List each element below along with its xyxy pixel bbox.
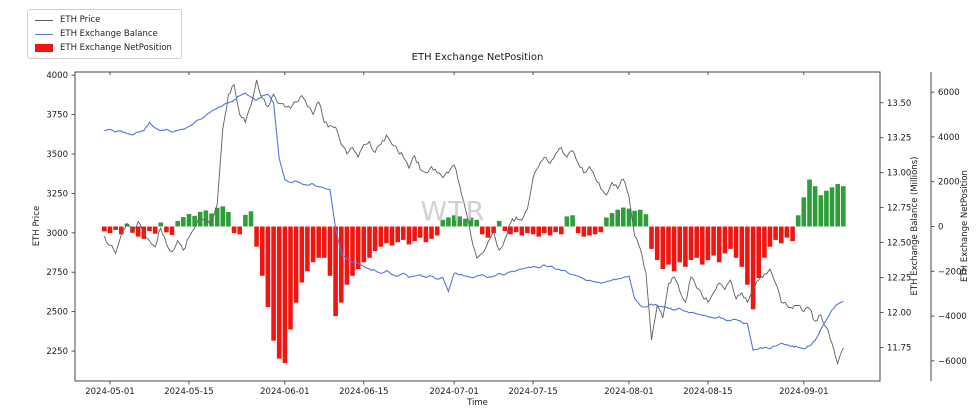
svg-text:12.50: 12.50 [887, 239, 911, 249]
svg-text:2024-06-15: 2024-06-15 [339, 387, 388, 397]
svg-text:13.50: 13.50 [887, 99, 911, 109]
svg-text:4000: 4000 [938, 133, 960, 143]
svg-text:2024-05-15: 2024-05-15 [164, 387, 213, 397]
svg-text:2000: 2000 [938, 178, 960, 188]
y-axis-label-netposition: ETH Exchange NetPosition [960, 170, 970, 282]
svg-text:3250: 3250 [46, 189, 68, 199]
svg-text:2024-06-01: 2024-06-01 [260, 387, 309, 397]
legend: ETH Price ETH Exchange Balance ETH Excha… [27, 9, 182, 59]
svg-text:13.25: 13.25 [887, 134, 911, 144]
watermark: WTR [420, 196, 486, 228]
x-axis-label: Time [467, 398, 488, 408]
svg-text:2750: 2750 [46, 268, 68, 278]
ticks [71, 72, 935, 385]
legend-item-balance: ETH Exchange Balance [35, 29, 172, 39]
svg-text:6000: 6000 [938, 88, 960, 98]
y-axis-label-balance: ETH Exchange Balance (Millions) [910, 156, 920, 296]
balance-line-swatch-icon [35, 33, 53, 35]
svg-text:12.25: 12.25 [887, 274, 911, 284]
legend-label: ETH Price [60, 15, 101, 25]
svg-text:13.00: 13.00 [887, 169, 911, 179]
svg-text:11.75: 11.75 [887, 343, 911, 353]
y-axis-label-price: ETH Price [32, 205, 42, 247]
svg-text:−6000: −6000 [938, 357, 967, 367]
svg-text:−2000: −2000 [938, 267, 967, 277]
svg-text:3000: 3000 [46, 229, 68, 239]
svg-text:3500: 3500 [46, 150, 68, 160]
svg-text:2024-08-01: 2024-08-01 [604, 387, 653, 397]
svg-text:4000: 4000 [46, 71, 68, 81]
svg-text:12.75: 12.75 [887, 204, 911, 214]
netposition-bars [102, 179, 846, 364]
tick-labels: 2024-05-01 2024-05-15 2024-06-01 2024-06-15… [46, 71, 966, 397]
svg-text:−4000: −4000 [938, 312, 967, 322]
legend-label: ETH Exchange NetPosition [60, 43, 172, 53]
netposition-patch-swatch-icon [35, 44, 53, 52]
svg-text:2024-09-01: 2024-09-01 [779, 387, 828, 397]
legend-item-netposition: ETH Exchange NetPosition [35, 43, 172, 53]
chart-title: ETH Exchange NetPosition [411, 52, 544, 63]
svg-text:2250: 2250 [46, 347, 68, 357]
svg-text:2024-05-01: 2024-05-01 [85, 387, 134, 397]
svg-text:2500: 2500 [46, 308, 68, 318]
svg-text:3750: 3750 [46, 111, 68, 121]
legend-item-price: ETH Price [35, 15, 172, 25]
svg-text:2024-07-01: 2024-07-01 [429, 387, 478, 397]
svg-text:2024-08-15: 2024-08-15 [683, 387, 732, 397]
svg-text:12.00: 12.00 [887, 308, 911, 318]
price-line [103, 79, 844, 366]
price-line-swatch-icon [35, 19, 53, 21]
legend-label: ETH Exchange Balance [60, 29, 158, 39]
svg-text:0: 0 [938, 223, 943, 233]
svg-text:2024-07-15: 2024-07-15 [508, 387, 557, 397]
balance-line [104, 92, 844, 351]
